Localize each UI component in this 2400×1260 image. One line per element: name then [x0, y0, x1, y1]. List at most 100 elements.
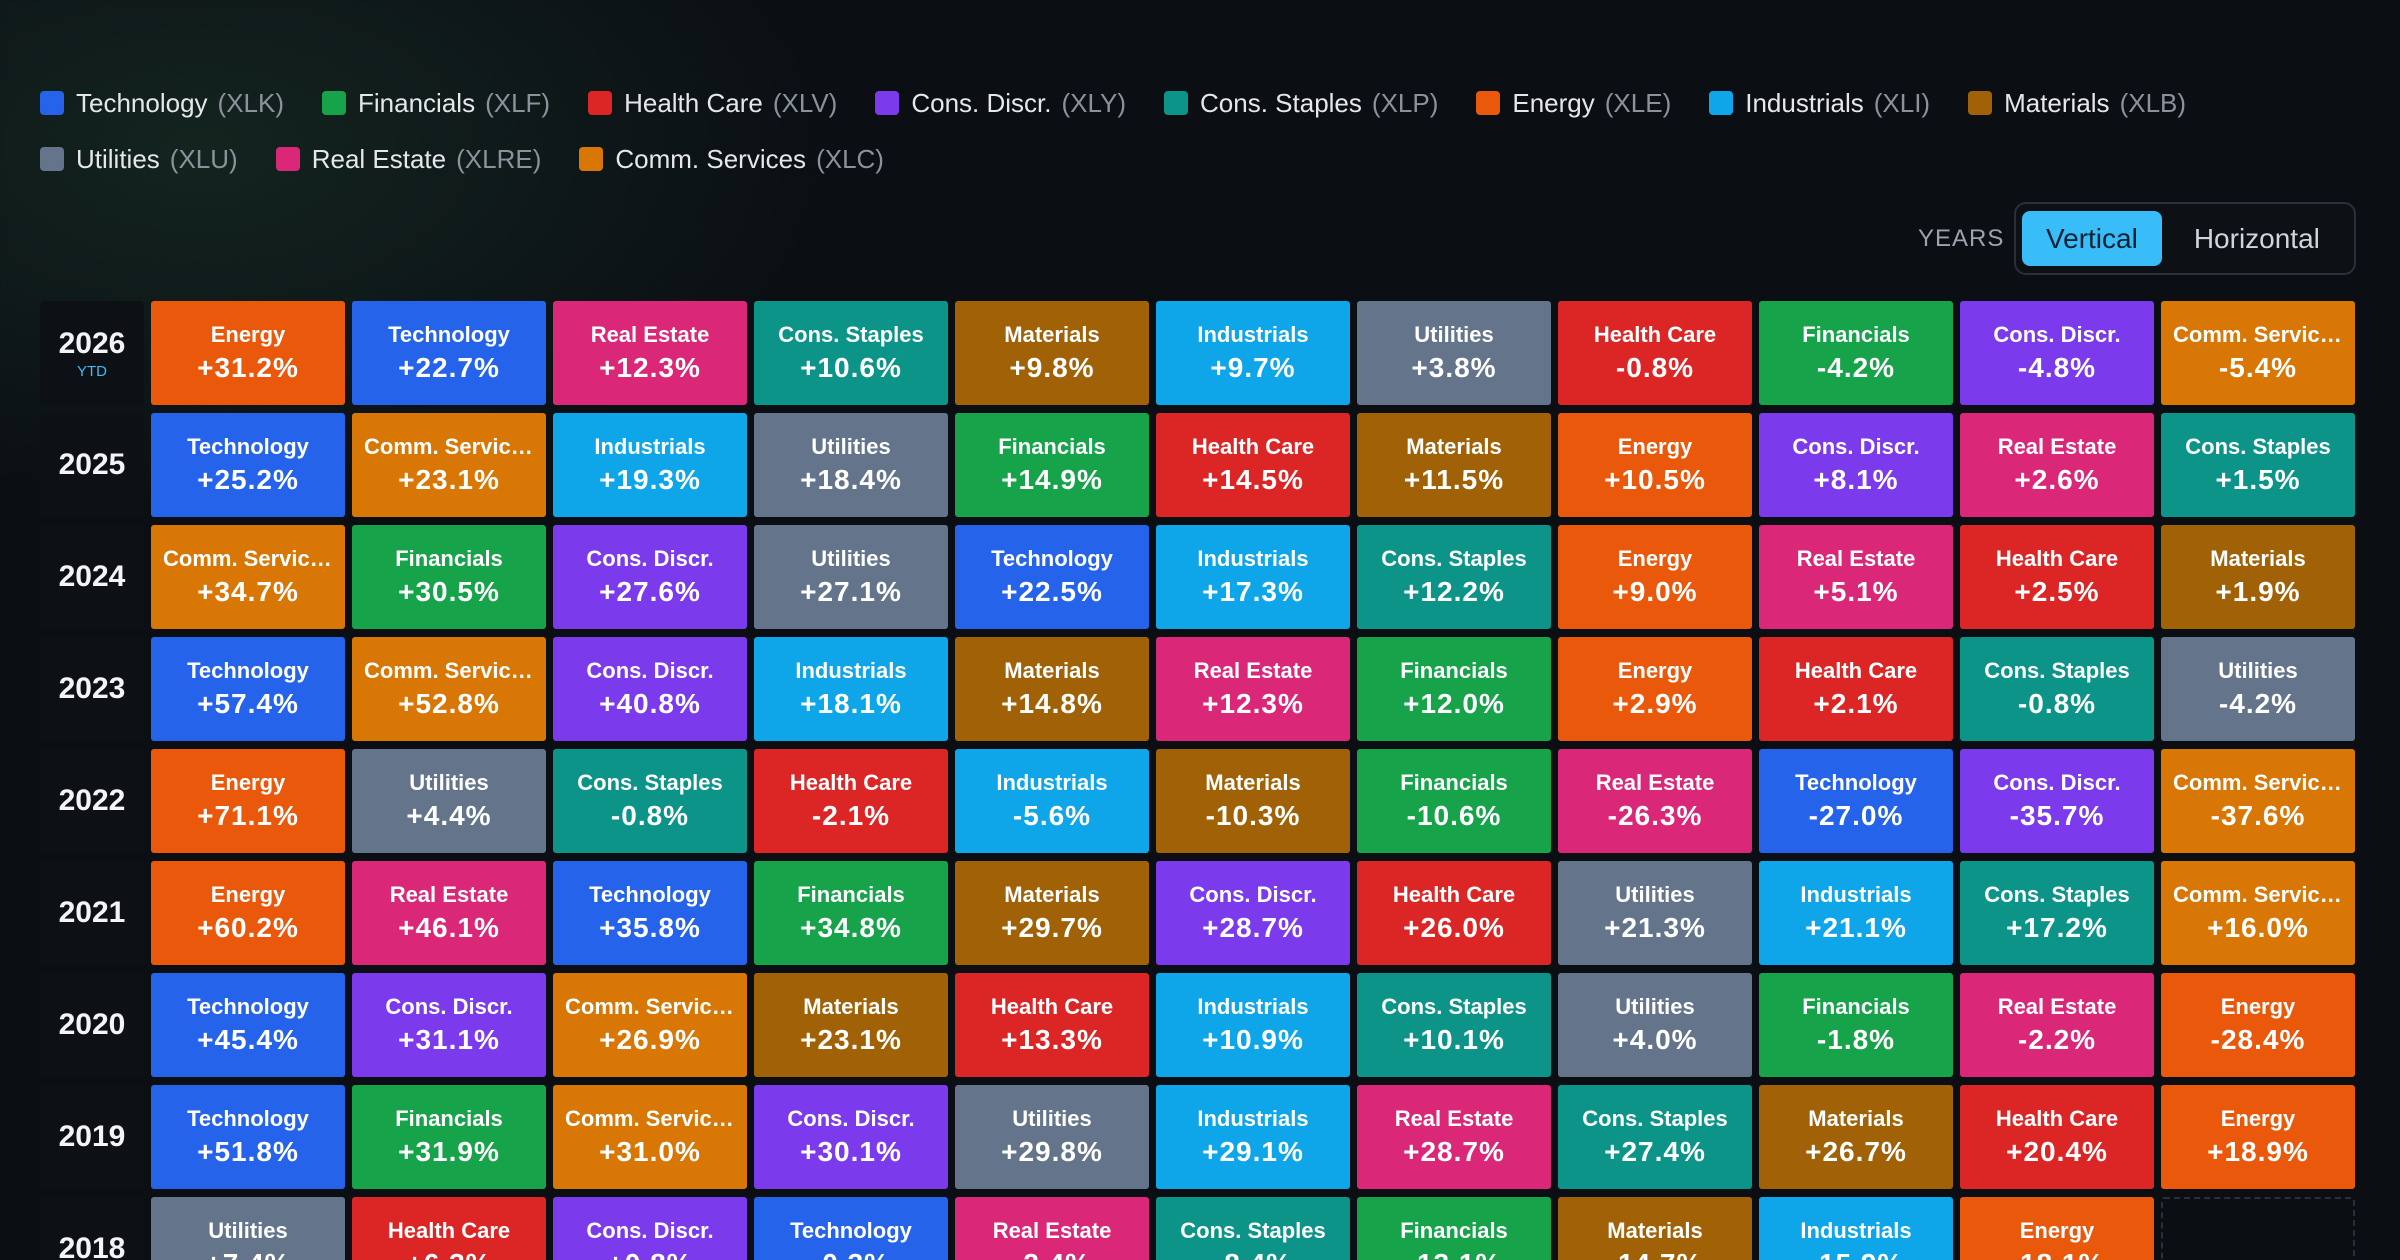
year: 2022	[58, 784, 126, 817]
sector-return: +19.3%	[599, 464, 701, 495]
sector-name: Materials	[1004, 322, 1100, 347]
sector-return: +12.3%	[1202, 688, 1304, 719]
legend-item[interactable]: Industrials (XLI)	[1709, 82, 1930, 124]
sector-cell: Health Care +2.1%	[1759, 637, 1953, 741]
sector-cell: Cons. Staples +17.2%	[1960, 861, 2154, 965]
sector-cell: Health Care +6.3%	[352, 1197, 546, 1260]
sector-cell: Financials -10.6%	[1357, 749, 1551, 853]
sector-return: +29.8%	[1001, 1136, 1103, 1167]
sector-name: Technology	[187, 1106, 309, 1131]
sector-return: +27.1%	[800, 576, 902, 607]
sector-name: Industrials	[594, 434, 706, 459]
sector-cell: Real Estate -2.4%	[955, 1197, 1149, 1260]
sector-name: Materials	[1004, 882, 1100, 907]
legend-item[interactable]: Utilities (XLU)	[40, 138, 238, 180]
sector-cell: Industrials -5.6%	[955, 749, 1149, 853]
sector-cell: Technology +22.7%	[352, 301, 546, 405]
sector-cell: Industrials +29.1%	[1156, 1085, 1350, 1189]
sector-return: -37.6%	[2210, 800, 2306, 831]
legend-swatch	[579, 147, 604, 171]
legend-item[interactable]: Comm. Services (XLC)	[579, 138, 884, 180]
sector-return: -28.4%	[2210, 1024, 2306, 1055]
sector-cell: Technology -27.0%	[1759, 749, 1953, 853]
sector-name: Technology	[1795, 770, 1917, 795]
sector-cell: Materials +23.1%	[754, 973, 948, 1077]
sector-return: +31.9%	[398, 1136, 500, 1167]
sector-name: Health Care	[387, 1218, 511, 1243]
year: 2026	[58, 326, 126, 360]
sector-name: Financials	[998, 434, 1106, 459]
sector-name: Health Care	[1593, 322, 1717, 347]
sector-cell: Cons. Discr. -35.7%	[1960, 749, 2154, 853]
sector-cell: Technology +51.8%	[151, 1085, 345, 1189]
sector-name: Health Care	[1392, 882, 1516, 907]
sector-return: +4.0%	[1612, 1024, 1698, 1055]
legend-name: Energy	[1512, 87, 1595, 118]
sector-name: Industrials	[996, 770, 1108, 795]
sector-return: +9.7%	[1210, 352, 1296, 383]
sector-return: -1.8%	[1816, 1024, 1896, 1055]
sector-name: Technology	[187, 434, 309, 459]
legend-item[interactable]: Real Estate (XLRE)	[275, 138, 541, 180]
legend-name: Technology	[76, 87, 208, 118]
sector-cell: Materials +1.9%	[2161, 525, 2355, 629]
sector-return: +20.4%	[2006, 1136, 2108, 1167]
sector-return: +27.6%	[599, 576, 701, 607]
legend-ticker: (XLF)	[485, 87, 551, 118]
sector-cell: Cons. Discr. +40.8%	[553, 637, 747, 741]
sector-return: -13.1%	[1407, 1248, 1502, 1260]
sector-cell: Utilities +4.4%	[352, 749, 546, 853]
sector-return: +12.2%	[1403, 576, 1505, 607]
sector-name: Utilities	[208, 1218, 288, 1243]
sector-name: Technology	[790, 1218, 912, 1243]
sector-name: Industrials	[1800, 882, 1912, 907]
sector-return: +6.3%	[406, 1248, 491, 1260]
sector-cell: Cons. Discr. +27.6%	[553, 525, 747, 629]
sector-name: Financials	[395, 546, 503, 571]
legend-item[interactable]: Technology (XLK)	[40, 82, 284, 124]
legend-item[interactable]: Materials (XLB)	[1968, 82, 2186, 124]
legend-item[interactable]: Cons. Staples (XLP)	[1164, 82, 1438, 124]
sector-cell: Financials -1.8%	[1759, 973, 1953, 1077]
sector-cell: Utilities +7.4%	[151, 1197, 345, 1260]
sector-name: Comm. Services	[2173, 322, 2343, 347]
toggle-option[interactable]: Horizontal	[2193, 222, 2320, 254]
sector-cell: Cons. Staples +10.1%	[1357, 973, 1551, 1077]
sector-return: +34.7%	[197, 576, 299, 607]
sector-name: Real Estate	[389, 882, 509, 907]
sector-name: Cons. Staples	[577, 770, 723, 795]
legend-name: Financials	[358, 87, 476, 118]
legend-item[interactable]: Energy (XLE)	[1476, 82, 1671, 124]
sector-name: Utilities	[2218, 658, 2298, 683]
sector-return: -0.8%	[610, 800, 690, 831]
toggle-option[interactable]: Vertical	[2022, 211, 2162, 266]
sector-name: Health Care	[1995, 1106, 2119, 1131]
sector-return: -0.8%	[2017, 688, 2097, 719]
sector-name: Cons. Staples	[778, 322, 924, 347]
sector-name: Financials	[797, 882, 905, 907]
year-label: 2019	[40, 1085, 144, 1189]
sector-return: +26.0%	[1403, 912, 1505, 943]
year: 2025	[58, 448, 126, 481]
legend-name: Comm. Services	[615, 143, 807, 174]
legend-swatch	[875, 91, 900, 115]
sector-return: -26.3%	[1607, 800, 1703, 831]
sector-name: Energy	[2220, 994, 2296, 1019]
sector-cell: Health Care +2.5%	[1960, 525, 2154, 629]
sector-return: +2.5%	[2014, 576, 2100, 607]
sector-name: Industrials	[1197, 1106, 1309, 1131]
sector-return: +22.7%	[398, 352, 500, 383]
sector-return: -10.6%	[1406, 800, 1502, 831]
sector-name: Utilities	[811, 434, 891, 459]
sector-return: +10.1%	[1403, 1024, 1505, 1055]
sector-name: Technology	[589, 882, 711, 907]
sector-cell: Energy +10.5%	[1558, 413, 1752, 517]
legend-item[interactable]: Financials (XLF)	[322, 82, 550, 124]
sector-name: Comm. Services	[565, 994, 735, 1019]
year: 2021	[58, 896, 126, 929]
legend-name: Materials	[2004, 87, 2110, 118]
sector-name: Health Care	[1995, 546, 2119, 571]
legend-item[interactable]: Health Care (XLV)	[588, 82, 837, 124]
legend-item[interactable]: Cons. Discr. (XLY)	[875, 82, 1126, 124]
